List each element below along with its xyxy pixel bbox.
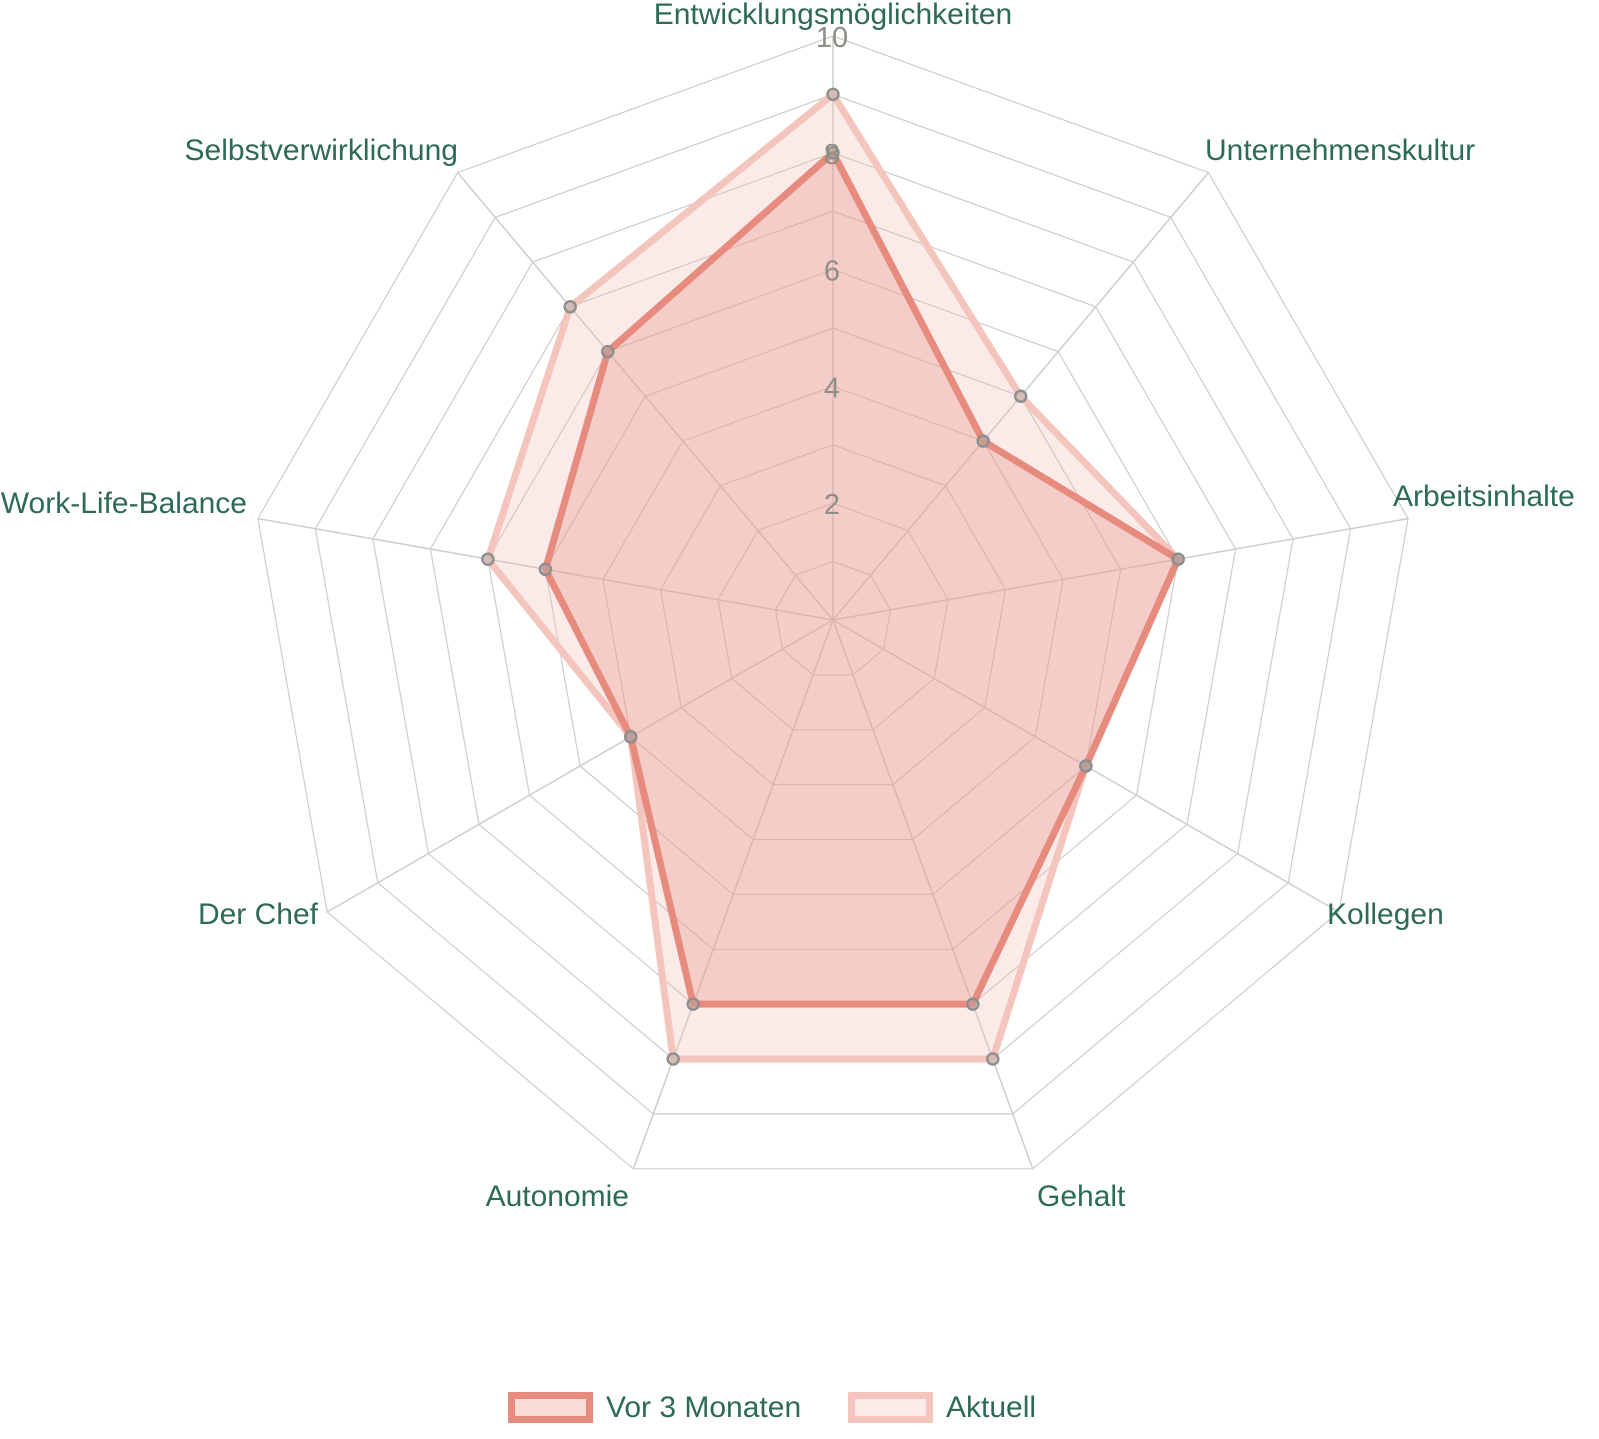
data-point xyxy=(966,997,980,1011)
data-point xyxy=(481,552,495,566)
data-point xyxy=(666,1052,680,1066)
data-point xyxy=(623,730,638,744)
legend-swatch-vor-3-monaten xyxy=(508,1392,593,1423)
tick-label: 6 xyxy=(824,256,840,288)
legend-label-vor-3-monaten: Vor 3 Monaten xyxy=(606,1391,802,1424)
axis-label: Unternehmenskultur xyxy=(1205,134,1475,167)
axis-label: Kollegen xyxy=(1327,898,1444,931)
axis-label: Entwicklungsmöglichkeiten xyxy=(654,0,1013,31)
axis-label: Selbstverwirklichung xyxy=(185,134,458,167)
data-point xyxy=(686,997,700,1011)
axis-label: Gehalt xyxy=(1037,1180,1126,1213)
series-area-aktuell xyxy=(484,90,1182,1063)
tick-label: 10 xyxy=(816,22,848,54)
axis-label: Work-Life-Balance xyxy=(1,487,247,520)
tick-label: 8 xyxy=(824,139,840,171)
data-point xyxy=(1171,552,1185,566)
series-area-vor-3-monaten xyxy=(541,149,1182,1008)
axis-label: Autonomie xyxy=(486,1180,629,1213)
legend-item-aktuell[interactable]: Aktuell xyxy=(848,1392,1036,1423)
data-point xyxy=(826,87,840,102)
legend-item-vor-3-monaten[interactable]: Vor 3 Monaten xyxy=(508,1392,801,1423)
data-point xyxy=(826,146,840,160)
axis-labels: Entwicklungsmöglichkeiten Unternehmenskul… xyxy=(1,0,1575,1213)
data-point xyxy=(976,434,990,448)
data-point xyxy=(986,1052,1000,1066)
axis-label: Der Chef xyxy=(198,898,319,931)
data-point xyxy=(1079,759,1093,773)
radial-tick-labels: 2 4 6 8 10 xyxy=(816,22,848,521)
tick-label: 2 xyxy=(824,489,840,521)
data-point xyxy=(1013,389,1028,404)
legend-label-aktuell: Aktuell xyxy=(946,1391,1037,1424)
data-point xyxy=(601,344,615,359)
tick-label: 4 xyxy=(824,372,840,404)
data-point xyxy=(538,562,553,577)
legend-swatch-aktuell xyxy=(848,1392,933,1423)
data-point xyxy=(563,300,577,314)
axis-label: Arbeitsinhalte xyxy=(1393,480,1575,513)
